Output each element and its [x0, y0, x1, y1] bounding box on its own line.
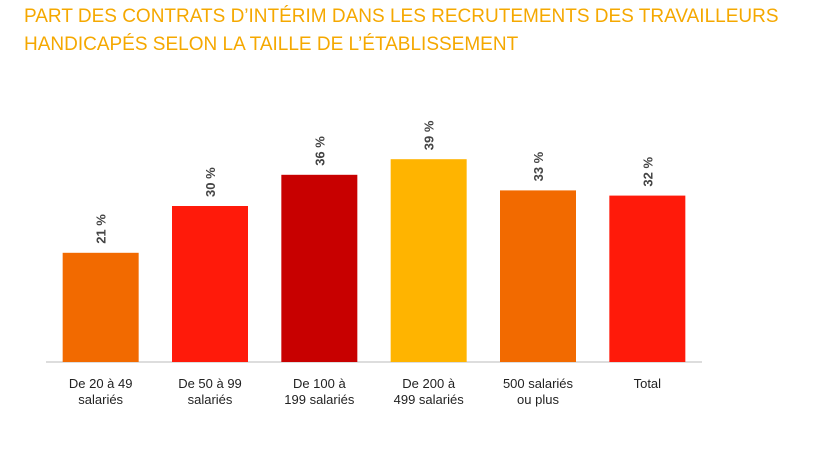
value-label: 33 %: [531, 151, 546, 181]
bar: [62, 252, 139, 362]
x-tick-label: 500 salariés ou plus: [503, 376, 574, 407]
x-tick-label: Total: [634, 376, 662, 391]
bar: [390, 159, 467, 362]
value-label: 32 %: [640, 157, 655, 187]
x-tick-label: De 200 à 499 salariés: [394, 376, 465, 407]
value-label: 36 %: [312, 136, 327, 166]
value-label: 30 %: [203, 167, 218, 197]
x-tick-label: De 100 à 199 salariés: [284, 376, 355, 407]
bar: [281, 174, 358, 362]
bar: [172, 206, 248, 362]
x-tick-label: De 20 à 49 salariés: [69, 376, 133, 407]
value-label: 39 %: [422, 120, 437, 150]
chart-title: PART DES CONTRATS D’INTÉRIM DANS LES REC…: [24, 6, 779, 55]
bar: [500, 190, 576, 362]
value-label: 21 %: [94, 214, 109, 244]
bar: [609, 195, 686, 362]
x-tick-label: De 50 à 99 salariés: [178, 376, 242, 407]
